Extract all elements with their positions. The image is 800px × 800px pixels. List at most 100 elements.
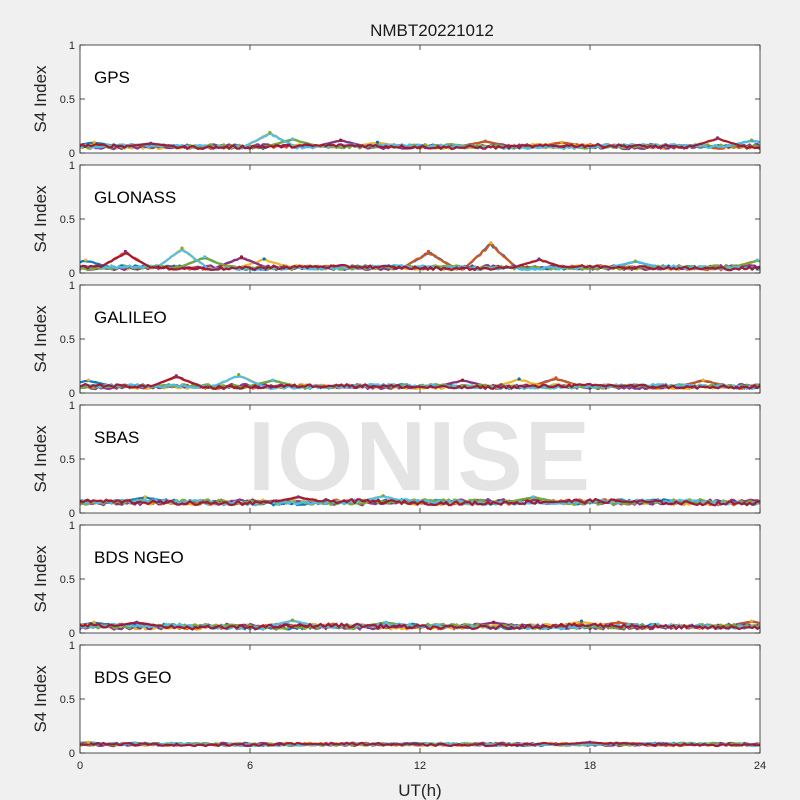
y-tick-label: 1: [69, 400, 75, 412]
peak-point: [86, 378, 91, 382]
y-axis-label: S4 Index: [31, 545, 50, 613]
panel-galileo: 0 0.5 1 S4 Index GALILEO: [31, 280, 761, 400]
series-trace: [79, 621, 761, 631]
peak-point: [271, 378, 275, 382]
y-tick-label: 0: [69, 148, 75, 160]
peak-point: [180, 246, 184, 250]
peak-point: [579, 619, 584, 623]
peak-point: [616, 620, 620, 624]
peak-point: [483, 139, 487, 143]
y-tick-label: 1: [69, 520, 75, 532]
panel-constellation-label: SBAS: [94, 428, 139, 447]
peak-point: [489, 241, 493, 245]
watermark-text: IONISE: [248, 401, 592, 511]
peak-point: [92, 620, 96, 624]
y-tick-label: 0: [69, 268, 75, 280]
series-group: [79, 494, 761, 507]
y-tick-label: 0: [69, 628, 75, 640]
panel-background: [80, 405, 760, 513]
peak-point: [262, 257, 266, 261]
y-tick-label: 0.5: [60, 574, 75, 586]
peak-point: [588, 740, 592, 744]
panel-background: [80, 45, 760, 153]
y-axis-label: S4 Index: [31, 65, 50, 133]
panel-sbas: 0 0.5 1 S4 Index SBAS: [31, 400, 761, 520]
peak-point: [86, 740, 91, 744]
panel-glonass: 0 0.5 1 S4 Index GLONASS: [31, 160, 761, 280]
panels-group: 0 0.5 1 S4 Index GPS 0 0.5 1 S4 Index GLONASS 0 0.5…: [31, 40, 766, 772]
panel-constellation-label: BDS GEO: [94, 668, 171, 687]
peak-point: [492, 620, 496, 624]
peak-point: [92, 140, 96, 144]
y-tick-label: 0: [69, 748, 75, 760]
panel-gps: 0 0.5 1 S4 Index GPS: [31, 40, 761, 160]
series-group: [79, 374, 761, 391]
y-tick-label: 0: [69, 508, 75, 520]
x-tick-label: 0: [77, 760, 83, 772]
y-tick-label: 0.5: [60, 694, 75, 706]
y-tick-label: 1: [69, 280, 75, 292]
x-axis-label: UT(h): [398, 781, 441, 800]
series-group: [79, 741, 761, 748]
y-tick-label: 1: [69, 40, 75, 52]
peak-point: [239, 255, 244, 259]
x-tick-label: 18: [584, 760, 596, 772]
panel-constellation-label: BDS NGEO: [94, 548, 184, 567]
y-axis-label: S4 Index: [31, 425, 50, 493]
panel-background: [80, 645, 760, 753]
peak-point: [426, 249, 431, 253]
panel-background: [80, 285, 760, 393]
y-tick-label: 0.5: [60, 334, 75, 346]
y-tick-label: 1: [69, 640, 75, 652]
panel-bds-geo: 0 0.5 1 S4 Index BDS GEO: [31, 640, 761, 760]
series-trace: [79, 248, 761, 272]
panel-constellation-label: GPS: [94, 68, 130, 87]
peak-point: [749, 619, 754, 623]
panel-bds-ngeo: 0 0.5 1 S4 Index BDS NGEO: [31, 520, 761, 640]
peak-point: [384, 620, 388, 624]
panel-constellation-label: GALILEO: [94, 308, 167, 327]
peak-point: [268, 130, 272, 135]
peak-point: [460, 378, 465, 382]
peak-point: [135, 620, 139, 624]
peak-point: [290, 618, 295, 622]
peak-point: [715, 136, 720, 140]
y-tick-label: 0.5: [60, 454, 75, 466]
x-tick-label: 12: [414, 760, 426, 772]
series-trace: [79, 375, 761, 391]
peak-point: [375, 140, 380, 144]
peak-point: [701, 378, 705, 382]
peak-point: [143, 495, 147, 499]
x-tick-label: 6: [247, 760, 253, 772]
peak-point: [554, 376, 558, 380]
series-trace: [79, 496, 761, 507]
series-trace: [79, 741, 761, 748]
panel-constellation-label: GLONASS: [94, 188, 176, 207]
series-trace: [79, 495, 761, 507]
peak-point: [531, 495, 535, 499]
y-tick-label: 0.5: [60, 94, 75, 106]
y-axis-label: S4 Index: [31, 665, 50, 733]
peak-point: [537, 257, 541, 261]
peak-point: [560, 140, 564, 144]
peak-point: [633, 259, 637, 263]
peak-point: [174, 374, 178, 378]
y-tick-label: 1: [69, 160, 75, 172]
peak-point: [381, 494, 385, 498]
figure-title: NMBT20221012: [370, 21, 494, 40]
peak-point: [203, 255, 207, 259]
peak-point: [517, 377, 521, 381]
peak-point: [123, 249, 127, 253]
peak-point: [296, 495, 300, 499]
peak-point: [149, 141, 153, 145]
peak-point: [749, 138, 754, 142]
panel-background: [80, 525, 760, 633]
peak-point: [237, 373, 241, 377]
x-tick-label: 24: [754, 760, 766, 772]
series-trace: [79, 137, 761, 151]
peak-point: [755, 258, 759, 262]
y-axis-label: S4 Index: [31, 185, 50, 253]
y-axis-label: S4 Index: [31, 305, 50, 373]
y-tick-label: 0.5: [60, 214, 75, 226]
